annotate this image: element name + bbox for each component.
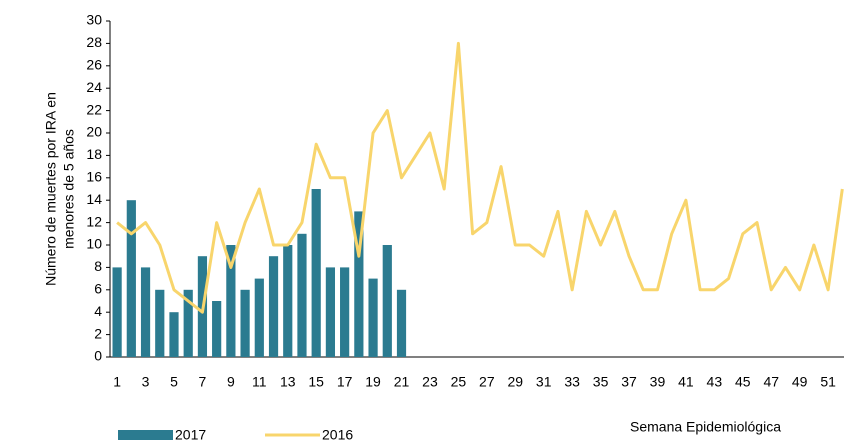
x-tick-label: 41 <box>678 374 694 390</box>
y-tick-label: 16 <box>86 169 102 185</box>
bar <box>283 245 293 357</box>
bar <box>368 278 378 357</box>
x-tick-label: 37 <box>621 374 637 390</box>
bar <box>212 301 222 357</box>
bar <box>382 245 392 357</box>
legend-swatch <box>118 430 173 440</box>
y-tick-label: 6 <box>94 281 102 297</box>
bar <box>268 256 279 357</box>
x-tick-label: 19 <box>365 374 381 390</box>
y-tick-label: 2 <box>94 325 102 341</box>
x-tick-label: 27 <box>479 374 495 390</box>
x-tick-label: 23 <box>422 374 438 390</box>
bar <box>140 267 151 357</box>
y-tick-label: 10 <box>86 236 102 252</box>
bar <box>254 278 264 357</box>
y-tick-label: 24 <box>86 79 102 95</box>
x-tick-label: 29 <box>507 374 523 390</box>
x-tick-label: 43 <box>707 374 723 390</box>
x-tick-label: 9 <box>227 374 235 390</box>
line <box>116 41 844 314</box>
x-tick-label: 31 <box>536 374 552 390</box>
bar <box>354 211 364 357</box>
x-tick-label: 49 <box>792 374 808 390</box>
y-axis-label: menores de 5 años <box>61 129 77 249</box>
bar <box>240 289 250 357</box>
y-tick-label: 4 <box>94 303 102 319</box>
x-tick-label: 25 <box>451 374 467 390</box>
x-tick-label: 5 <box>170 374 178 390</box>
y-axis-label: Número de muertes por IRA en <box>43 92 59 286</box>
bar <box>169 312 179 357</box>
bar <box>126 200 136 357</box>
bar <box>183 289 193 357</box>
x-tick-label: 15 <box>308 374 324 390</box>
y-tick-label: 18 <box>86 146 102 162</box>
y-tick-label: 12 <box>86 213 102 229</box>
x-tick-label: 13 <box>280 374 296 390</box>
x-tick-label: 21 <box>394 374 410 390</box>
y-tick-label: 8 <box>94 258 102 274</box>
x-tick-label: 35 <box>593 374 609 390</box>
y-tick-label: 30 <box>86 12 102 28</box>
x-axis-label: Semana Epidemiológica <box>630 419 781 435</box>
y-tick-label: 28 <box>86 34 102 50</box>
bar <box>325 267 336 357</box>
x-tick-label: 45 <box>735 374 751 390</box>
x-tick-label: 17 <box>337 374 353 390</box>
y-tick-label: 22 <box>86 101 102 117</box>
x-tick-label: 7 <box>199 374 207 390</box>
bar <box>226 245 236 357</box>
legend-label: 2016 <box>322 427 353 443</box>
x-tick-label: 39 <box>650 374 666 390</box>
x-tick-label: 47 <box>763 374 779 390</box>
x-tick-label: 3 <box>142 374 150 390</box>
y-tick-label: 26 <box>86 57 102 73</box>
y-tick-label: 20 <box>86 124 102 140</box>
y-tick-label: 14 <box>86 191 102 207</box>
x-tick-label: 51 <box>820 374 836 390</box>
bar <box>297 233 307 357</box>
bar <box>311 189 321 357</box>
legend-label: 2017 <box>175 427 206 443</box>
x-tick-label: 33 <box>564 374 580 390</box>
bar <box>340 267 350 357</box>
bar <box>396 289 407 357</box>
bar <box>112 267 122 357</box>
x-tick-label: 1 <box>113 374 121 390</box>
x-tick-label: 11 <box>252 374 267 390</box>
y-tick-label: 0 <box>94 348 102 364</box>
bar <box>155 289 165 357</box>
